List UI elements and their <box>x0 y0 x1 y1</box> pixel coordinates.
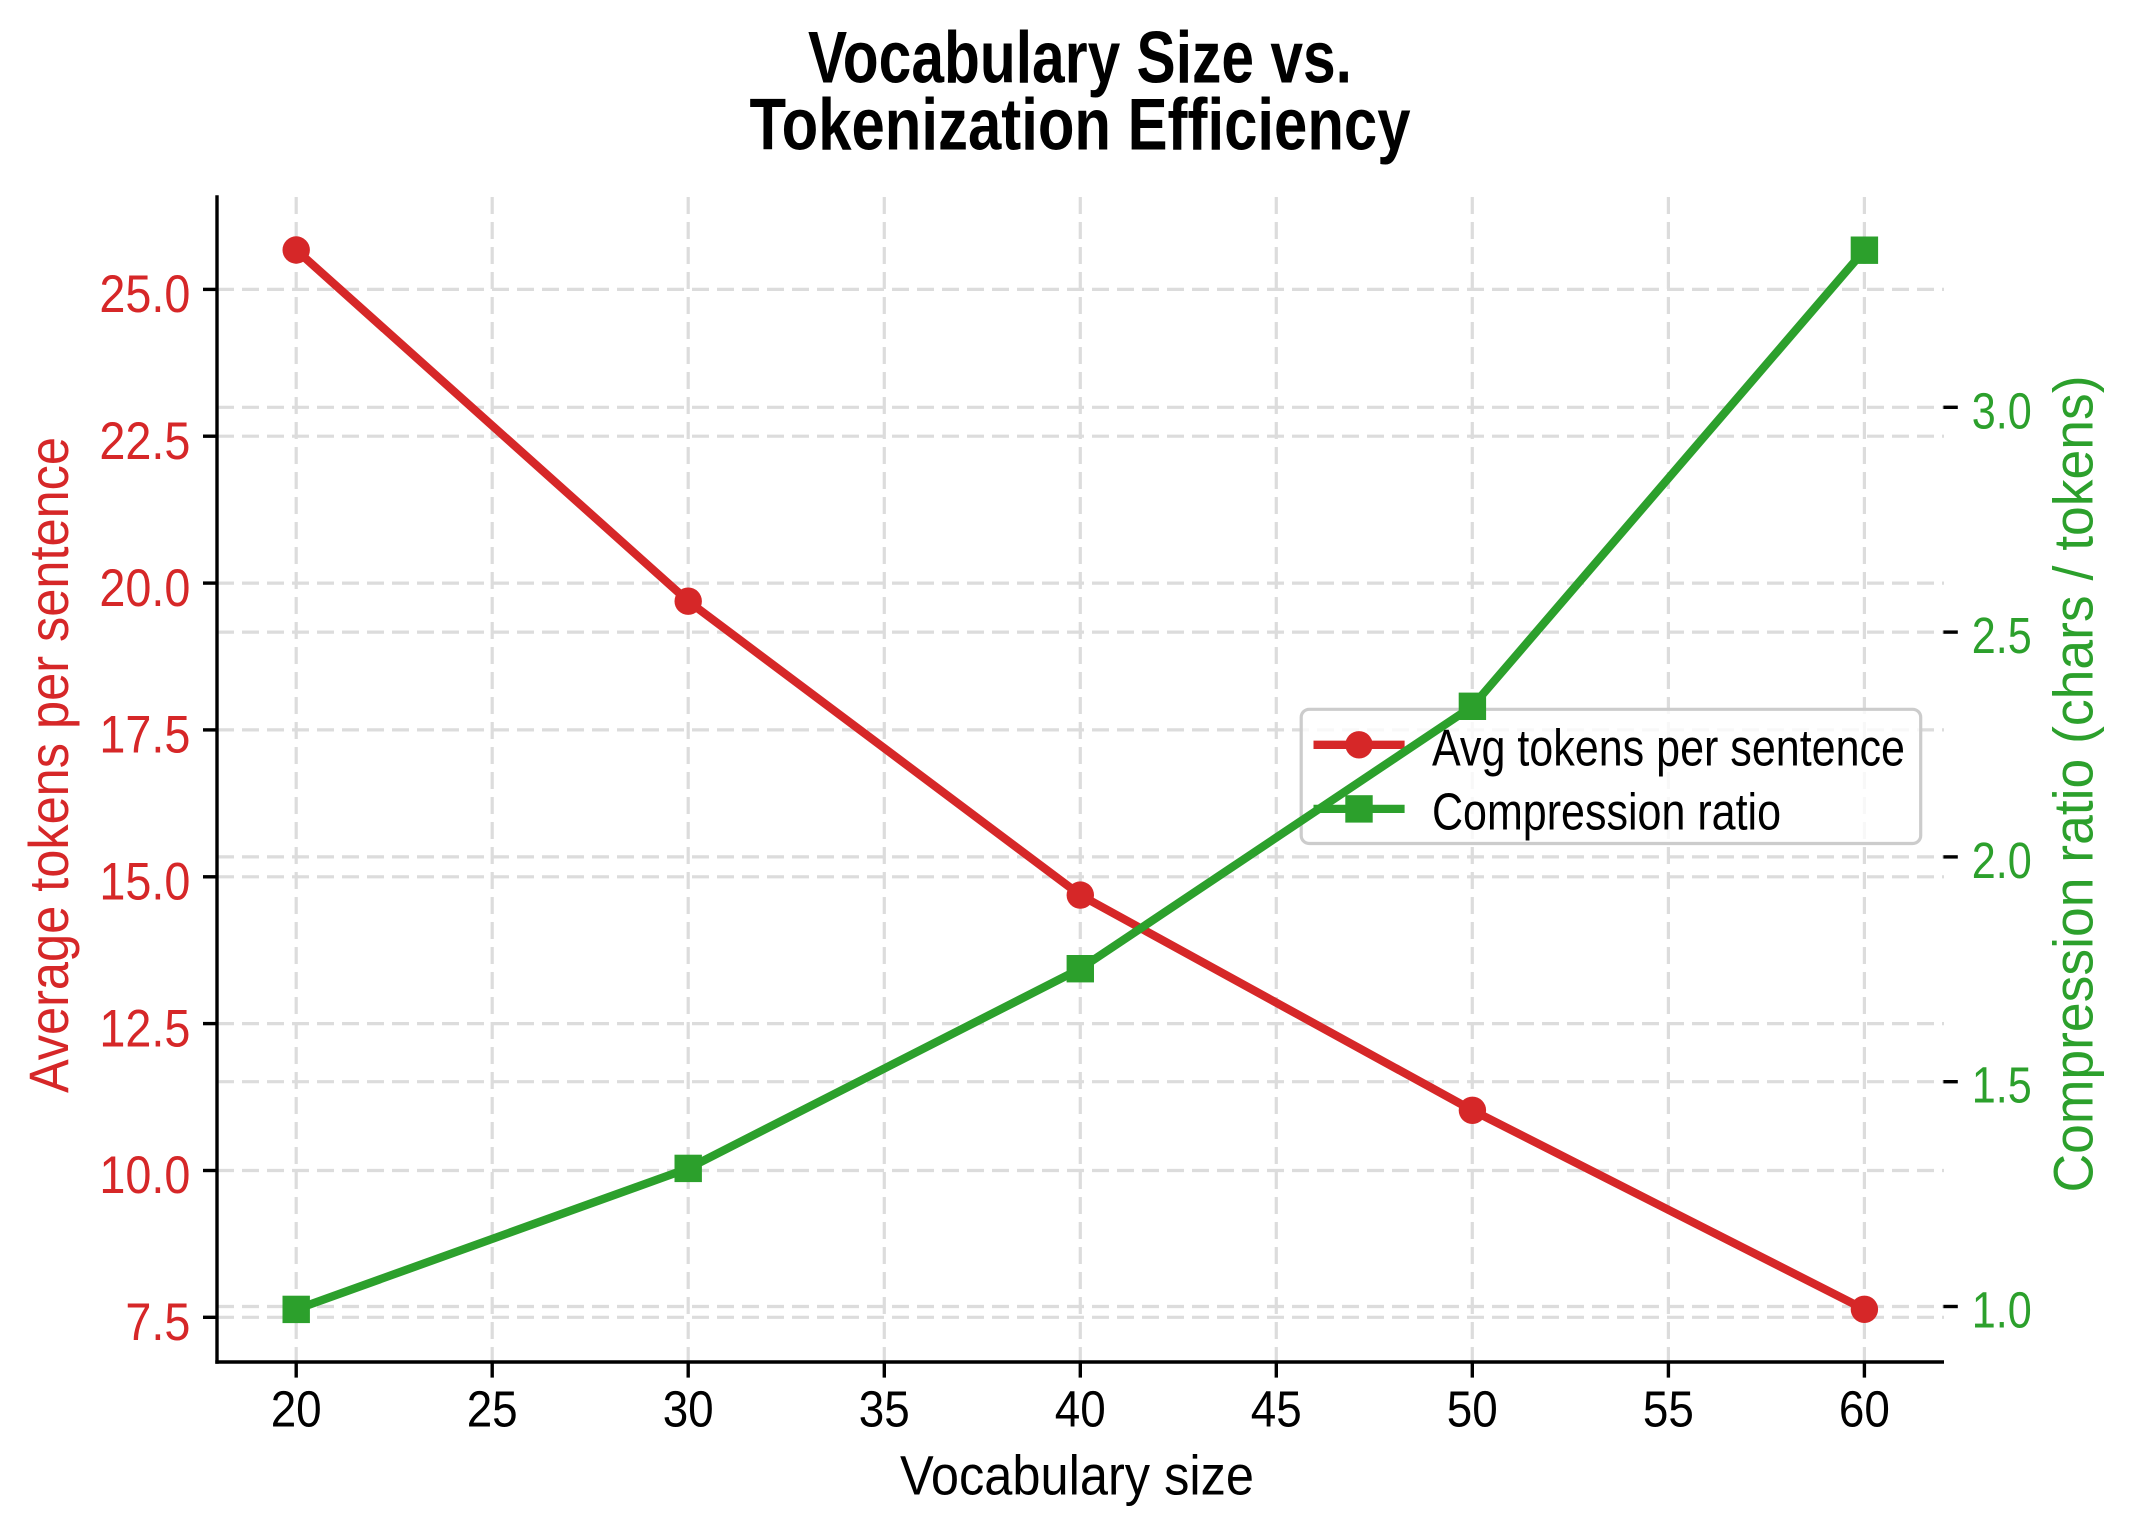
svg-text:30: 30 <box>663 1381 714 1438</box>
svg-text:1.0: 1.0 <box>1972 1282 2032 1339</box>
svg-text:40: 40 <box>1055 1381 1106 1438</box>
svg-text:10.0: 10.0 <box>99 1146 190 1205</box>
svg-text:15.0: 15.0 <box>99 853 190 912</box>
svg-text:50: 50 <box>1447 1381 1498 1438</box>
svg-text:22.5: 22.5 <box>99 412 190 471</box>
svg-text:25.0: 25.0 <box>99 265 190 324</box>
svg-text:12.5: 12.5 <box>99 999 190 1058</box>
svg-text:60: 60 <box>1839 1381 1890 1438</box>
svg-text:20.0: 20.0 <box>99 559 190 618</box>
svg-text:Vocabulary Size vs.: Vocabulary Size vs. <box>808 18 1352 99</box>
svg-text:55: 55 <box>1643 1381 1694 1438</box>
svg-text:Compression ratio (chars / tok: Compression ratio (chars / tokens) <box>2042 376 2105 1193</box>
svg-text:Compression ratio: Compression ratio <box>1432 784 1781 842</box>
svg-text:17.5: 17.5 <box>99 706 190 765</box>
svg-text:Tokenization Efficiency: Tokenization Efficiency <box>750 84 1411 165</box>
svg-text:1.5: 1.5 <box>1972 1057 2032 1114</box>
svg-text:20: 20 <box>271 1381 322 1438</box>
svg-text:2.0: 2.0 <box>1972 832 2032 889</box>
svg-text:Avg tokens per sentence: Avg tokens per sentence <box>1432 719 1905 777</box>
svg-text:25: 25 <box>467 1381 518 1438</box>
svg-text:2.5: 2.5 <box>1972 607 2032 664</box>
svg-text:3.0: 3.0 <box>1972 382 2032 439</box>
svg-text:35: 35 <box>859 1381 910 1438</box>
svg-text:Average tokens per sentence: Average tokens per sentence <box>17 437 80 1093</box>
svg-text:45: 45 <box>1251 1381 1302 1438</box>
svg-text:Vocabulary size: Vocabulary size <box>900 1444 1254 1507</box>
svg-text:7.5: 7.5 <box>125 1293 190 1352</box>
